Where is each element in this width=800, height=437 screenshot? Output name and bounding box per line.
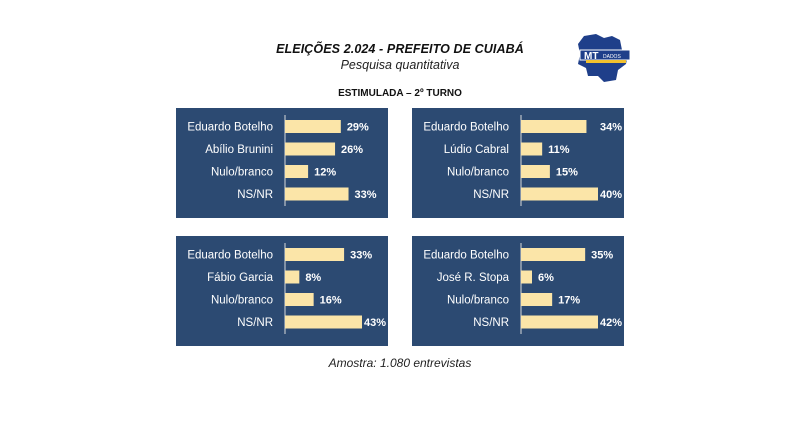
category-label: NS/NR bbox=[237, 317, 273, 329]
category-label: Lúdio Cabral bbox=[444, 144, 509, 156]
category-label: NS/NR bbox=[237, 189, 273, 201]
chart-panel-1: Eduardo Botelho 29% Abílio Brunini 26% Nulo/… bbox=[176, 108, 388, 218]
chart-panel-2: Eduardo Botelho 34% Lúdio Cabral 11% Nulo/br… bbox=[412, 108, 624, 218]
value-label: 16% bbox=[320, 295, 342, 307]
chart-4-svg: Eduardo Botelho 35% José R. Stopa 6% Nulo/br… bbox=[423, 243, 622, 334]
chart-2-svg: Eduardo Botelho 34% Lúdio Cabral 11% Nulo/br… bbox=[423, 115, 622, 206]
value-label: 33% bbox=[355, 189, 377, 201]
logo-text: MT bbox=[584, 51, 598, 62]
category-label: Fábio Garcia bbox=[207, 272, 273, 284]
logo-subtext: DADOS bbox=[603, 54, 621, 60]
category-label: Nulo/branco bbox=[447, 167, 509, 179]
bar bbox=[521, 165, 550, 178]
category-label: Eduardo Botelho bbox=[423, 250, 509, 262]
value-label: 11% bbox=[548, 144, 570, 156]
bar bbox=[285, 120, 341, 133]
bar bbox=[285, 187, 349, 201]
bar bbox=[521, 248, 586, 261]
category-label: NS/NR bbox=[473, 189, 509, 201]
page-title: ELEIÇÕES 2.024 - PREFEITO DE CUIABÁ bbox=[276, 42, 524, 56]
section-heading: ESTIMULADA – 2º TURNO bbox=[338, 88, 462, 99]
value-label: 35% bbox=[591, 250, 613, 262]
category-label: José R. Stopa bbox=[437, 272, 510, 284]
category-label: Nulo/branco bbox=[447, 295, 509, 307]
value-label: 33% bbox=[350, 250, 372, 262]
bar bbox=[521, 315, 598, 329]
value-label: 29% bbox=[347, 122, 369, 134]
value-label: 8% bbox=[305, 272, 321, 284]
category-label: Abílio Brunini bbox=[205, 144, 273, 156]
value-label: 26% bbox=[341, 144, 363, 156]
value-label: 6% bbox=[538, 272, 554, 284]
bar bbox=[285, 248, 345, 261]
value-label: 34% bbox=[600, 122, 622, 134]
bar bbox=[285, 165, 309, 178]
mt-map-icon: MT DADOS bbox=[578, 34, 631, 82]
mt-dados-logo: MT DADOS bbox=[574, 30, 634, 86]
value-label: 15% bbox=[556, 167, 578, 179]
bar bbox=[285, 142, 336, 156]
bar bbox=[521, 120, 587, 133]
bar bbox=[285, 270, 300, 284]
value-label: 42% bbox=[600, 317, 622, 329]
sample-note: Amostra: 1.080 entrevistas bbox=[328, 356, 472, 370]
value-label: 43% bbox=[364, 317, 386, 329]
chart-panel-4: Eduardo Botelho 35% José R. Stopa 6% Nulo/br… bbox=[412, 236, 624, 346]
category-label: Eduardo Botelho bbox=[187, 250, 273, 262]
value-label: 40% bbox=[600, 189, 622, 201]
chart-1-svg: Eduardo Botelho 29% Abílio Brunini 26% Nulo/… bbox=[187, 115, 377, 206]
bar bbox=[521, 187, 598, 201]
category-label: Eduardo Botelho bbox=[423, 122, 509, 134]
category-label: Nulo/branco bbox=[211, 167, 273, 179]
value-label: 17% bbox=[558, 295, 580, 307]
category-label: Nulo/branco bbox=[211, 295, 273, 307]
bar bbox=[521, 293, 553, 306]
bar bbox=[521, 270, 532, 284]
bar bbox=[285, 293, 314, 306]
value-label: 12% bbox=[314, 167, 336, 179]
bar bbox=[285, 315, 362, 329]
category-label: Eduardo Botelho bbox=[187, 122, 273, 134]
category-label: NS/NR bbox=[473, 317, 509, 329]
page-subtitle: Pesquisa quantitativa bbox=[340, 58, 460, 72]
bar bbox=[521, 142, 543, 156]
chart-3-svg: Eduardo Botelho 33% Fábio Garcia 8% Nulo/bra… bbox=[187, 243, 386, 334]
chart-panel-3: Eduardo Botelho 33% Fábio Garcia 8% Nulo/bra… bbox=[176, 236, 388, 346]
